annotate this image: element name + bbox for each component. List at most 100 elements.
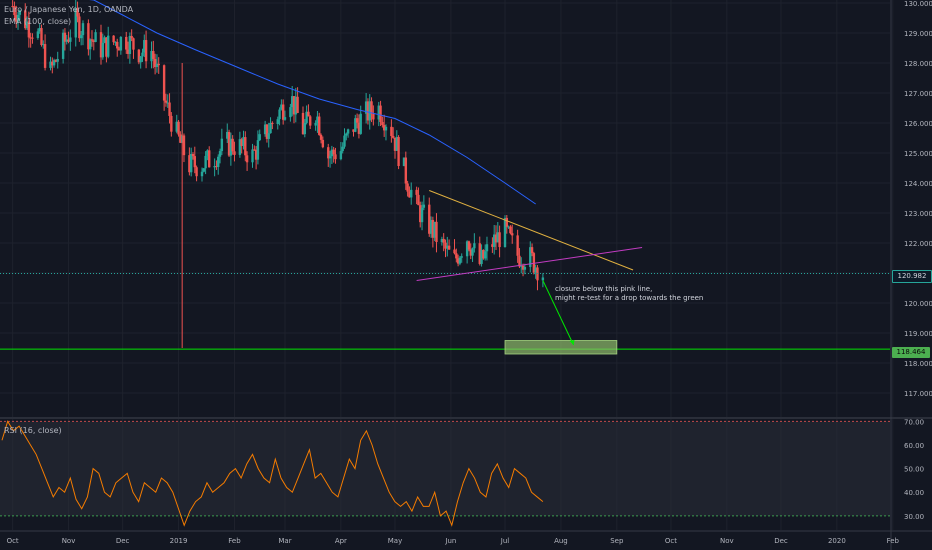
- descending-trendline: [429, 190, 634, 271]
- candle-body: [218, 151, 222, 157]
- candle-body: [114, 41, 117, 43]
- candle-body: [319, 134, 323, 140]
- candle-body: [36, 31, 40, 38]
- time-tick-label: Aug: [554, 537, 568, 545]
- time-tick-label: Sep: [610, 537, 624, 545]
- candle-body: [417, 194, 420, 206]
- candle-body: [193, 156, 196, 168]
- rsi-tick-label: 30.00: [904, 513, 924, 521]
- candle-body: [31, 37, 34, 39]
- rsi-axis[interactable]: 30.00 40.00 50.00 60.00 70.00: [904, 418, 924, 520]
- candle-body: [170, 115, 173, 132]
- candle-body: [87, 23, 90, 50]
- candle-body: [303, 122, 307, 135]
- last-price-tag: 120.982: [892, 270, 932, 283]
- candle-body: [116, 41, 119, 49]
- candle-body: [292, 96, 296, 115]
- candle-body: [415, 189, 418, 195]
- candle-body: [162, 65, 166, 101]
- candle-body: [370, 101, 373, 114]
- price-tick-label: 126.000: [904, 120, 932, 128]
- candle-body: [420, 207, 424, 223]
- candle-body: [314, 122, 317, 126]
- symbol-legend[interactable]: Euro / Japanese Yen, 1D, OANDA: [4, 5, 134, 14]
- trade-annotation: closure below this pink line, might re-t…: [555, 285, 703, 303]
- candle-body: [352, 129, 355, 132]
- candle-body: [166, 102, 169, 104]
- candle-body: [343, 135, 346, 147]
- candle-body: [471, 248, 474, 256]
- candle-body: [244, 137, 247, 156]
- candle-body: [355, 118, 359, 123]
- candle-body: [24, 10, 27, 29]
- candle-body: [402, 157, 406, 167]
- rsi-tick-label: 60.00: [904, 442, 924, 450]
- candle-body: [15, 15, 18, 22]
- candle-body: [112, 35, 115, 43]
- candle-body: [283, 117, 287, 120]
- candle-body: [105, 37, 108, 57]
- candle-body: [188, 155, 191, 173]
- price-axis[interactable]: 117.000118.000119.000120.000121.000122.0…: [904, 0, 932, 398]
- candlestick-series: [11, 0, 545, 348]
- candle-body: [231, 138, 234, 152]
- candle-body: [139, 56, 142, 63]
- candle-body: [341, 146, 344, 152]
- candle-body: [227, 131, 231, 156]
- time-tick-label: 2020: [828, 537, 846, 545]
- candle-body: [307, 111, 310, 117]
- time-axis[interactable]: Oct Nov Dec 2019 Feb Mar Apr May Jun Jul Aug Sep Oct…: [7, 537, 900, 545]
- candle-body: [126, 49, 130, 54]
- candle-body: [368, 101, 371, 121]
- candle-body: [458, 257, 462, 264]
- candle-body: [240, 139, 243, 146]
- candle-body: [195, 167, 198, 177]
- candle-body: [141, 52, 144, 57]
- candle-body: [280, 104, 283, 110]
- candle-body: [406, 183, 409, 192]
- rsi-tick-label: 40.00: [904, 489, 924, 497]
- candle-body: [422, 204, 426, 208]
- time-tick-label: Nov: [720, 537, 734, 545]
- candle-body: [278, 109, 281, 120]
- candle-body: [256, 140, 260, 160]
- candle-body: [345, 133, 348, 136]
- rsi-tick-label: 70.00: [904, 418, 924, 426]
- rsi-legend[interactable]: RSI (16, close): [4, 426, 62, 435]
- candle-body: [534, 267, 537, 273]
- candle-body: [150, 51, 153, 62]
- candle-body: [509, 226, 512, 234]
- candle-body: [354, 118, 357, 132]
- candle-body: [144, 40, 148, 62]
- candle-body: [429, 219, 433, 234]
- candle-body: [381, 122, 384, 126]
- candle-body: [390, 126, 393, 137]
- candle-body: [18, 10, 22, 15]
- candle-body: [478, 243, 481, 264]
- candle-body: [204, 155, 207, 169]
- candle-body: [164, 100, 168, 103]
- candle-body: [442, 238, 445, 243]
- time-tick-label: Feb: [228, 537, 241, 545]
- candle-body: [213, 166, 216, 168]
- time-tick-label: Oct: [665, 537, 677, 545]
- time-tick-label: May: [388, 537, 402, 545]
- candle-body: [318, 116, 321, 135]
- price-tick-label: 119.000: [904, 330, 932, 338]
- time-tick-label: Jul: [500, 537, 510, 545]
- candle-body: [94, 32, 97, 42]
- candle-body: [16, 14, 20, 22]
- ema-legend[interactable]: EMA (100, close): [4, 17, 72, 26]
- candle-body: [263, 124, 267, 135]
- rsi-line: [1, 420, 544, 527]
- candle-body: [226, 131, 229, 139]
- candle-body: [440, 238, 444, 243]
- candle-body: [143, 40, 146, 53]
- price-tick-label: 129.000: [904, 30, 932, 38]
- candle-body: [27, 21, 31, 38]
- candle-body: [491, 244, 494, 247]
- candle-body: [206, 150, 209, 156]
- candle-body: [372, 113, 375, 120]
- candle-body: [269, 122, 272, 134]
